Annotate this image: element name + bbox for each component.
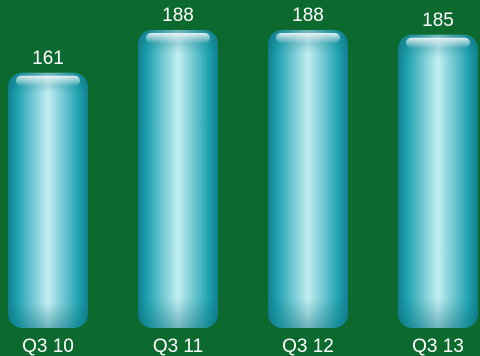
bar-4 xyxy=(398,34,478,329)
bars-layer xyxy=(8,30,478,329)
bar-3 xyxy=(268,30,348,328)
bar-highlight xyxy=(16,75,80,86)
bar-shade xyxy=(8,72,88,328)
bar-shade xyxy=(268,30,348,328)
labels-layer: 161 Q3 10 188 Q3 11 188 Q3 12 185 Q3 13 xyxy=(22,5,464,356)
x-tick-label-4: Q3 13 xyxy=(412,336,464,356)
bar-highlight xyxy=(276,33,340,43)
bar-highlight xyxy=(146,33,210,43)
bar-shade xyxy=(398,34,478,329)
value-label-4: 185 xyxy=(422,10,454,31)
x-tick-label-3: Q3 12 xyxy=(282,336,334,356)
value-label-3: 188 xyxy=(292,5,324,26)
x-tick-label-2: Q3 11 xyxy=(153,336,203,356)
bar-highlight xyxy=(406,37,470,48)
x-tick-label-1: Q3 10 xyxy=(22,336,74,356)
bar-shade xyxy=(138,30,218,328)
bar-1 xyxy=(8,72,88,328)
value-label-2: 188 xyxy=(162,5,194,26)
value-label-1: 161 xyxy=(32,48,64,69)
bar-2 xyxy=(138,30,218,328)
